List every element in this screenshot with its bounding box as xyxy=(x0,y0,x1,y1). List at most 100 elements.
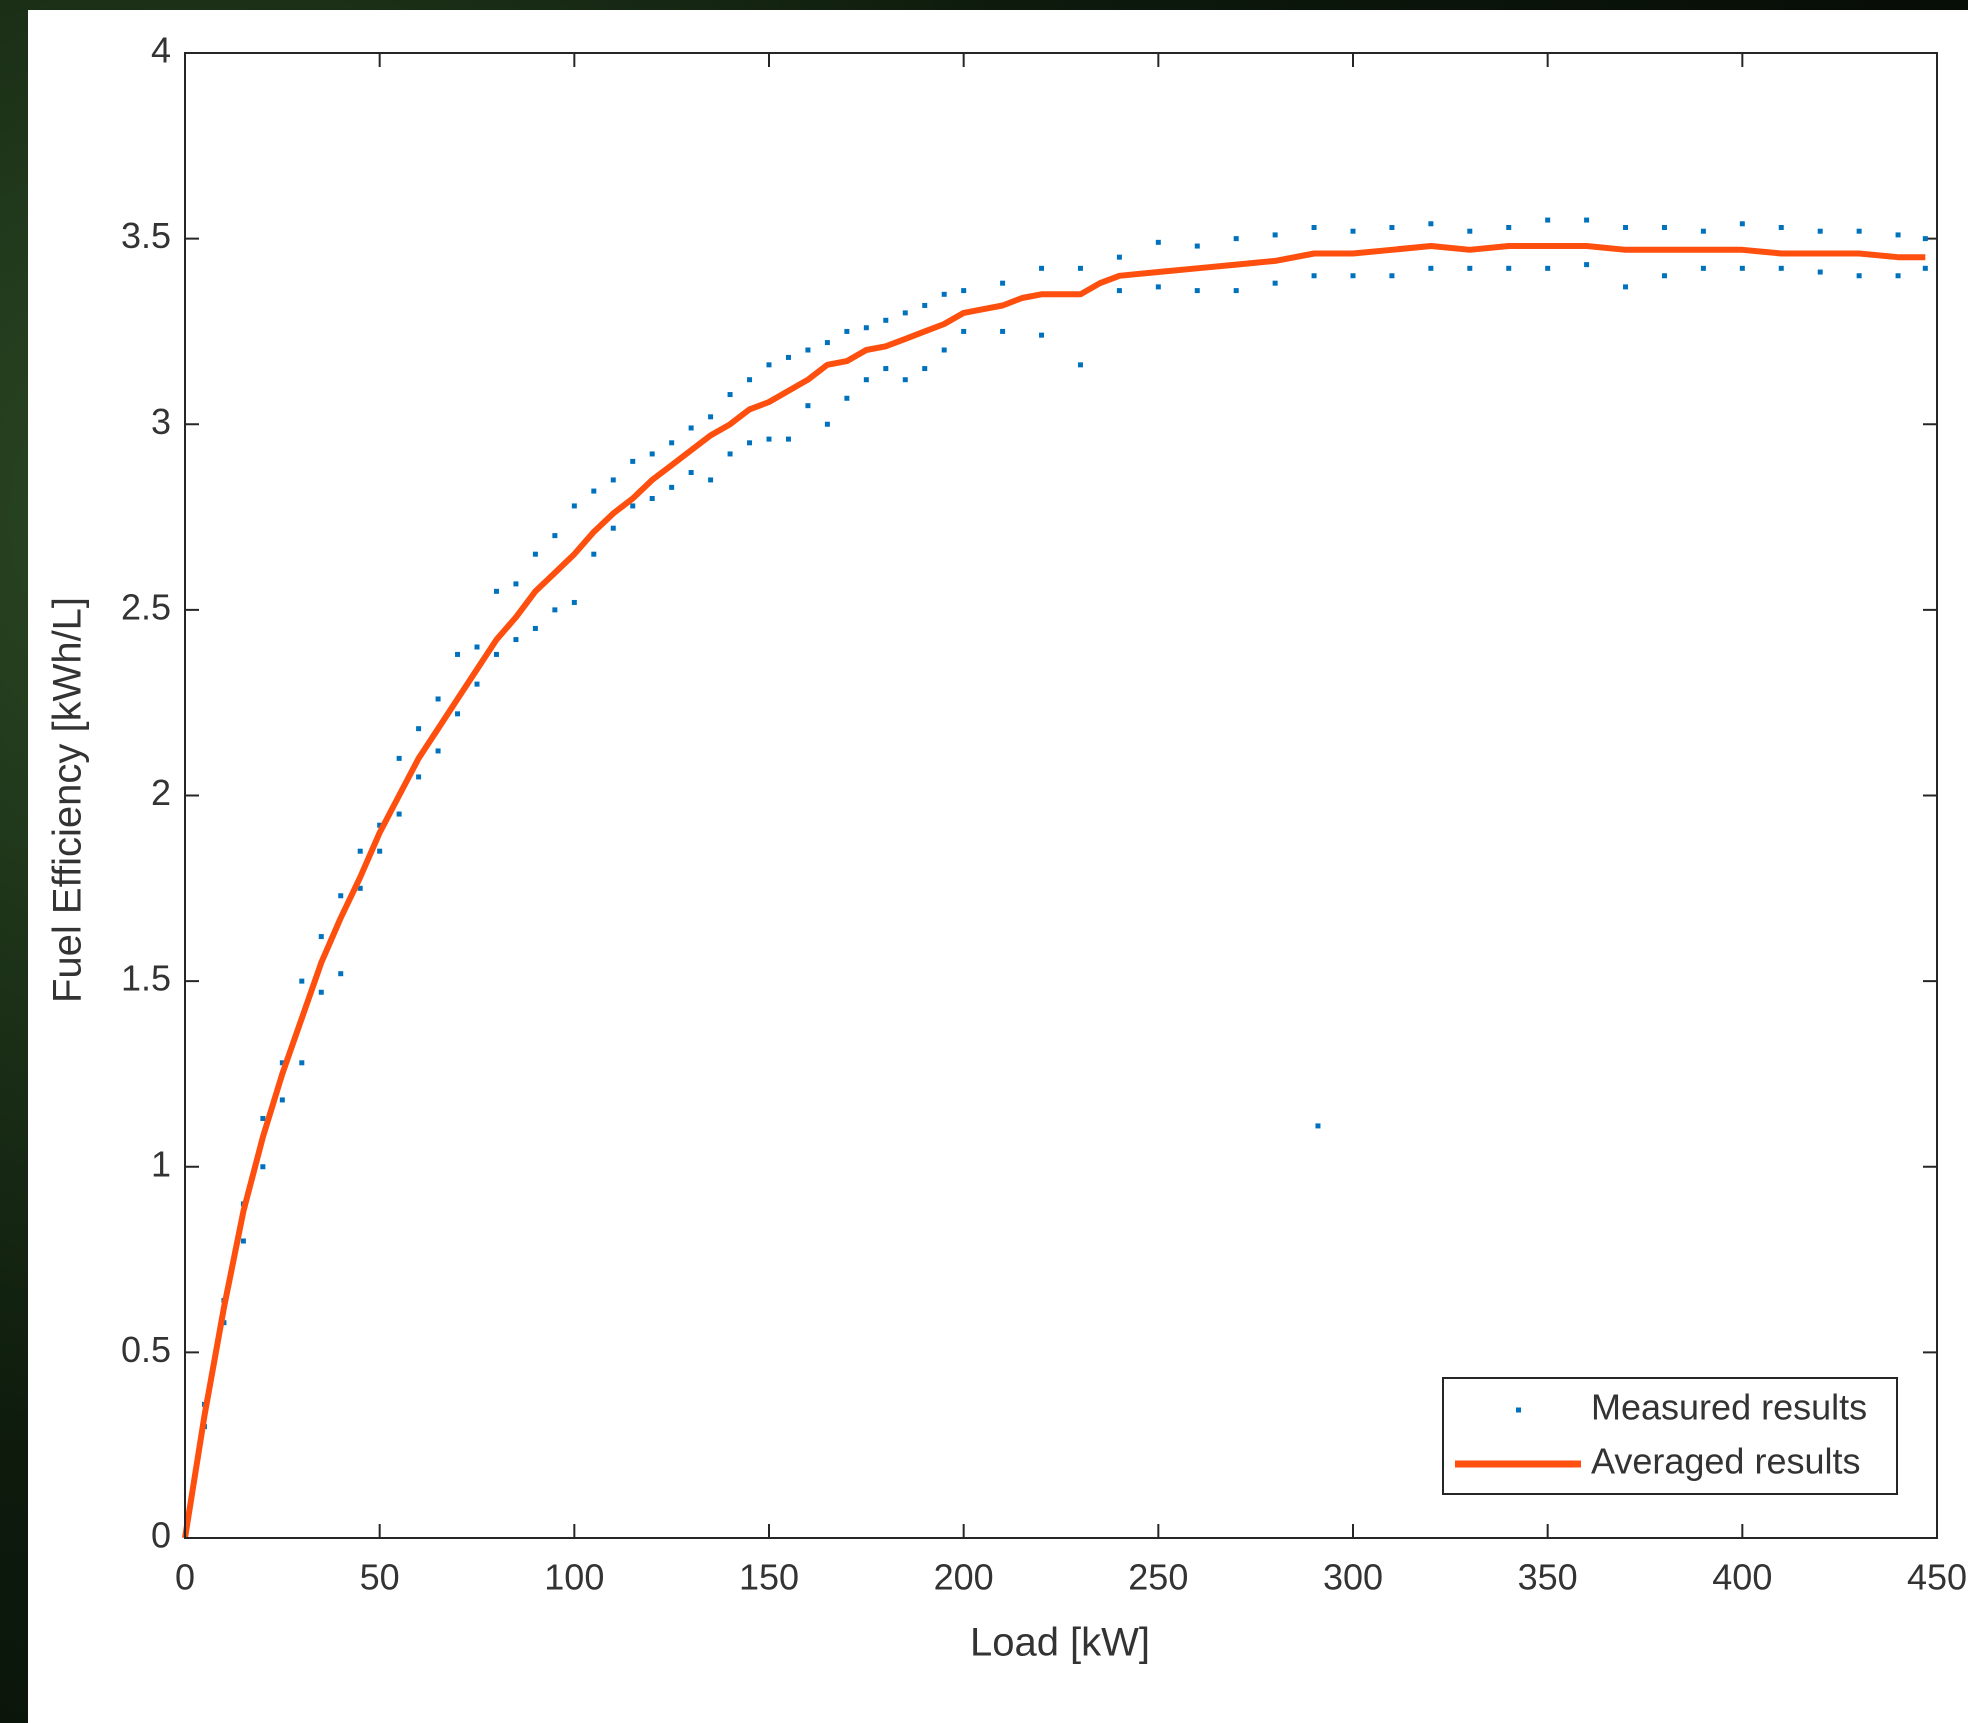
data-point xyxy=(1116,288,1122,294)
data-point xyxy=(1817,269,1823,275)
y-tick-label: 2.5 xyxy=(121,586,171,627)
data-point xyxy=(1077,362,1083,368)
data-point xyxy=(844,395,850,401)
data-point xyxy=(766,436,772,442)
data-point xyxy=(552,607,558,613)
data-point xyxy=(747,377,753,383)
data-point xyxy=(630,458,636,464)
data-point xyxy=(1856,228,1862,234)
data-point xyxy=(1778,265,1784,271)
data-point xyxy=(1389,224,1395,230)
data-point xyxy=(766,362,772,368)
data-point xyxy=(1700,228,1706,234)
data-point xyxy=(708,477,714,483)
x-tick-label: 150 xyxy=(739,1557,799,1598)
legend-label: Measured results xyxy=(1591,1387,1867,1428)
data-point xyxy=(1077,265,1083,271)
data-point xyxy=(571,599,577,605)
data-point xyxy=(357,848,363,854)
data-point xyxy=(961,328,967,334)
y-tick-label: 4 xyxy=(151,30,171,71)
data-point xyxy=(747,440,753,446)
data-point xyxy=(1467,228,1473,234)
data-point xyxy=(474,681,480,687)
data-point xyxy=(630,503,636,509)
data-point xyxy=(863,325,869,331)
data-point xyxy=(1350,228,1356,234)
data-point xyxy=(1922,265,1928,271)
data-point xyxy=(1194,243,1200,249)
data-point xyxy=(785,354,791,360)
x-tick-label: 200 xyxy=(934,1557,994,1598)
data-point xyxy=(1194,288,1200,294)
data-point xyxy=(318,934,324,940)
x-tick-label: 300 xyxy=(1323,1557,1383,1598)
data-point xyxy=(455,651,461,657)
data-point xyxy=(1545,217,1551,223)
x-tick-label: 0 xyxy=(175,1557,195,1598)
data-point xyxy=(513,581,519,587)
data-point xyxy=(318,989,324,995)
data-point xyxy=(1467,265,1473,271)
y-tick-label: 0 xyxy=(151,1515,171,1556)
data-point xyxy=(727,392,733,398)
data-point xyxy=(435,696,441,702)
y-tick-label: 1.5 xyxy=(121,958,171,999)
x-tick-label: 350 xyxy=(1518,1557,1578,1598)
data-point xyxy=(1311,224,1317,230)
data-point xyxy=(377,822,383,828)
data-point xyxy=(669,440,675,446)
data-point xyxy=(532,625,538,631)
data-point xyxy=(338,893,344,899)
data-point xyxy=(416,774,422,780)
data-point xyxy=(941,347,947,353)
data-point xyxy=(591,488,597,494)
y-tick-label: 1 xyxy=(151,1143,171,1184)
data-point xyxy=(1817,228,1823,234)
x-tick-label: 100 xyxy=(544,1557,604,1598)
data-point xyxy=(610,477,616,483)
data-point xyxy=(591,551,597,557)
data-point xyxy=(669,484,675,490)
data-point xyxy=(844,328,850,334)
data-point xyxy=(1155,239,1161,245)
data-point xyxy=(1272,232,1278,238)
data-point xyxy=(357,885,363,891)
data-point xyxy=(260,1164,266,1170)
data-point xyxy=(1895,273,1901,279)
data-point xyxy=(1895,232,1901,238)
data-point xyxy=(1311,273,1317,279)
data-point xyxy=(883,366,889,372)
data-point xyxy=(688,470,694,476)
data-point xyxy=(1155,284,1161,290)
y-tick-label: 0.5 xyxy=(121,1329,171,1370)
data-point xyxy=(279,1097,285,1103)
legend-label: Averaged results xyxy=(1591,1441,1861,1482)
data-point xyxy=(824,340,830,346)
data-point xyxy=(1623,284,1629,290)
x-tick-label: 250 xyxy=(1128,1557,1188,1598)
data-point xyxy=(493,651,499,657)
data-point xyxy=(1739,265,1745,271)
data-point xyxy=(1922,236,1928,242)
data-point xyxy=(883,317,889,323)
data-point xyxy=(1428,265,1434,271)
x-tick-label: 50 xyxy=(360,1557,400,1598)
data-point xyxy=(1506,265,1512,271)
data-point xyxy=(493,588,499,594)
data-point xyxy=(532,551,538,557)
data-point xyxy=(1661,273,1667,279)
data-point xyxy=(1315,1123,1321,1129)
x-tick-label: 400 xyxy=(1712,1557,1772,1598)
y-tick-label: 2 xyxy=(151,772,171,813)
data-point xyxy=(1039,332,1045,338)
y-tick-label: 3.5 xyxy=(121,215,171,256)
data-point xyxy=(513,637,519,643)
data-point xyxy=(299,1060,305,1066)
data-point xyxy=(377,848,383,854)
data-point xyxy=(1623,224,1629,230)
data-point xyxy=(649,451,655,457)
data-point xyxy=(1233,288,1239,294)
